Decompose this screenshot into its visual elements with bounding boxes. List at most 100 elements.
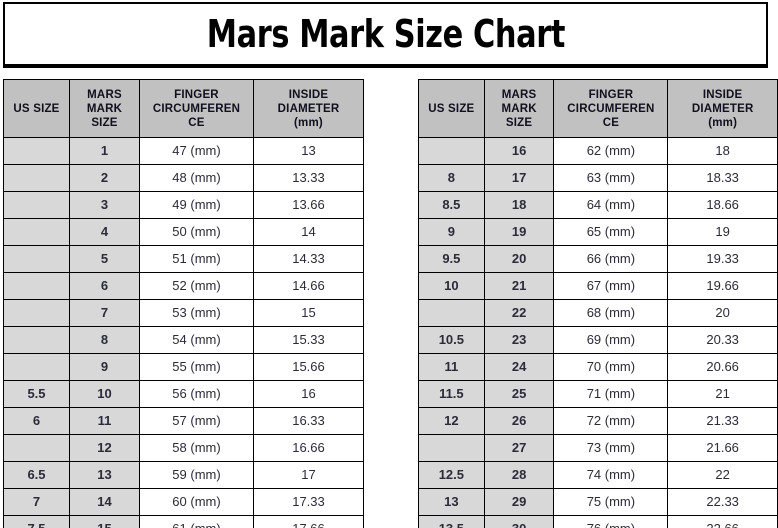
- table-row: 7 14 60 (mm) 17.33: [3, 488, 364, 516]
- header-line: SIZE: [91, 116, 118, 129]
- cell-finger-circumference: 72 (mm): [553, 407, 669, 435]
- cell-inside-diameter: 21.33: [667, 407, 778, 435]
- cell-finger-circumference: 74 (mm): [553, 461, 669, 489]
- cell-inside-diameter: 17: [253, 461, 364, 489]
- cell-mars-mark-size: 15: [69, 515, 140, 528]
- cell-us-size: 13: [418, 488, 485, 516]
- cell-finger-circumference: 48 (mm): [139, 164, 254, 192]
- header-row: US SIZE MARS MARK SIZE FINGER CIRCUMFERE…: [3, 79, 364, 138]
- table-row: 11.5 25 71 (mm) 21: [418, 380, 778, 408]
- cell-inside-diameter: 20.66: [667, 353, 778, 381]
- table-header-left: US SIZE MARS MARK SIZE FINGER CIRCUMFERE…: [3, 79, 364, 138]
- table-row: 6.5 13 59 (mm) 17: [3, 461, 364, 489]
- cell-finger-circumference: 67 (mm): [553, 272, 669, 300]
- cell-us-size: 7.5: [3, 515, 70, 528]
- cell-finger-circumference: 57 (mm): [139, 407, 254, 435]
- cell-inside-diameter: 17.33: [253, 488, 364, 516]
- header-line: FINGER: [588, 88, 634, 101]
- column-header-mars-mark-size: MARS MARK SIZE: [483, 79, 555, 138]
- header-line: MARK: [501, 102, 537, 115]
- cell-us-size: 11.5: [418, 380, 485, 408]
- cell-inside-diameter: 21.66: [667, 434, 778, 462]
- cell-finger-circumference: 59 (mm): [139, 461, 254, 489]
- column-header-inside-diameter: INSIDE DIAMETER (mm): [667, 79, 778, 138]
- cell-us-size: [3, 353, 70, 381]
- cell-mars-mark-size: 12: [69, 434, 140, 462]
- cell-inside-diameter: 13.33: [253, 164, 364, 192]
- header-line: FINGER: [174, 88, 219, 101]
- cell-mars-mark-size: 5: [69, 245, 140, 273]
- table-row: 10.5 23 69 (mm) 20.33: [418, 326, 778, 354]
- cell-inside-diameter: 16: [253, 380, 364, 408]
- cell-inside-diameter: 13: [253, 137, 364, 165]
- table-row: 9.5 20 66 (mm) 19.33: [418, 245, 778, 273]
- cell-us-size: [3, 326, 70, 354]
- header-line: CIRCUMFEREN: [152, 102, 241, 115]
- cell-inside-diameter: 20: [667, 299, 778, 327]
- cell-finger-circumference: 53 (mm): [139, 299, 254, 327]
- cell-mars-mark-size: 7: [69, 299, 140, 327]
- cell-finger-circumference: 73 (mm): [553, 434, 669, 462]
- cell-inside-diameter: 16.66: [253, 434, 364, 462]
- header-line: CIRCUMFEREN: [567, 102, 655, 115]
- table-row: 1 47 (mm) 13: [3, 137, 364, 165]
- table-row: 13 29 75 (mm) 22.33: [418, 488, 778, 516]
- cell-mars-mark-size: 17: [483, 164, 555, 192]
- cell-finger-circumference: 51 (mm): [139, 245, 254, 273]
- cell-mars-mark-size: 1: [69, 137, 140, 165]
- cell-mars-mark-size: 28: [483, 461, 555, 489]
- header-row: US SIZE MARS MARK SIZE FINGER CIRCUMFERE…: [418, 79, 778, 138]
- column-header-finger-circumference: FINGER CIRCUMFEREN CE: [553, 79, 669, 138]
- cell-mars-mark-size: 2: [69, 164, 140, 192]
- cell-finger-circumference: 71 (mm): [553, 380, 669, 408]
- cell-inside-diameter: 15.33: [253, 326, 364, 354]
- cell-inside-diameter: 18.66: [667, 191, 778, 219]
- header-line: CE: [188, 116, 205, 129]
- cell-us-size: 9: [418, 218, 485, 246]
- cell-finger-circumference: 47 (mm): [139, 137, 254, 165]
- size-table-right-container: US SIZE MARS MARK SIZE FINGER CIRCUMFERE…: [418, 79, 778, 528]
- cell-mars-mark-size: 9: [69, 353, 140, 381]
- cell-inside-diameter: 14.66: [253, 272, 364, 300]
- size-table-left-container: US SIZE MARS MARK SIZE FINGER CIRCUMFERE…: [3, 79, 364, 528]
- cell-finger-circumference: 49 (mm): [139, 191, 254, 219]
- cell-mars-mark-size: 8: [69, 326, 140, 354]
- cell-mars-mark-size: 11: [69, 407, 140, 435]
- size-table-left: US SIZE MARS MARK SIZE FINGER CIRCUMFERE…: [3, 79, 364, 528]
- cell-inside-diameter: 14: [253, 218, 364, 246]
- cell-mars-mark-size: 25: [483, 380, 555, 408]
- cell-us-size: 6.5: [3, 461, 70, 489]
- cell-finger-circumference: 63 (mm): [553, 164, 669, 192]
- cell-inside-diameter: 17.66: [253, 515, 364, 528]
- cell-mars-mark-size: 24: [483, 353, 555, 381]
- header-line: INSIDE: [288, 88, 329, 101]
- size-table-right: US SIZE MARS MARK SIZE FINGER CIRCUMFERE…: [418, 79, 778, 528]
- cell-mars-mark-size: 20: [483, 245, 555, 273]
- cell-mars-mark-size: 10: [69, 380, 140, 408]
- cell-mars-mark-size: 18: [483, 191, 555, 219]
- column-header-us-size: US SIZE: [418, 79, 485, 138]
- cell-us-size: [3, 164, 70, 192]
- cell-finger-circumference: 75 (mm): [553, 488, 669, 516]
- cell-finger-circumference: 60 (mm): [139, 488, 254, 516]
- header-line: INSIDE: [702, 88, 743, 101]
- table-body-left: 1 47 (mm) 13 2 48 (mm) 13.33 3 49 (mm) 13.66 4 50 …: [3, 137, 364, 528]
- cell-inside-diameter: 18: [667, 137, 778, 165]
- cell-us-size: [3, 191, 70, 219]
- column-header-inside-diameter: INSIDE DIAMETER (mm): [253, 79, 364, 138]
- table-body-right: 16 62 (mm) 18 8 17 63 (mm) 18.33 8.5 18 64 (mm) 18…: [418, 137, 778, 528]
- cell-us-size: 12: [418, 407, 485, 435]
- header-line: DIAMETER: [277, 102, 340, 115]
- header-line: SIZE: [505, 116, 533, 129]
- header-line: MARS: [87, 88, 122, 101]
- table-row: 3 49 (mm) 13.66: [3, 191, 364, 219]
- cell-inside-diameter: 22: [667, 461, 778, 489]
- cell-us-size: 8.5: [418, 191, 485, 219]
- header-line: (mm): [708, 116, 738, 129]
- header-line: US SIZE: [13, 102, 60, 115]
- cell-inside-diameter: 15.66: [253, 353, 364, 381]
- table-row: 5.5 10 56 (mm) 16: [3, 380, 364, 408]
- cell-finger-circumference: 76 (mm): [553, 515, 669, 528]
- header-line: MARS: [501, 88, 537, 101]
- table-row: 12 58 (mm) 16.66: [3, 434, 364, 462]
